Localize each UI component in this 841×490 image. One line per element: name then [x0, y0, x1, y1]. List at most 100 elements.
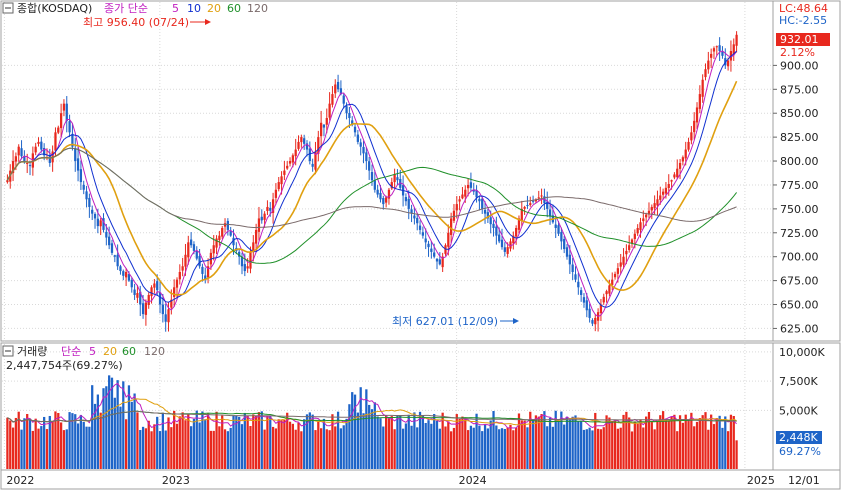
- volume-bar: [195, 410, 198, 469]
- volume-bar: [718, 415, 721, 469]
- candle-body: [76, 158, 80, 171]
- candle-body: [645, 214, 648, 218]
- volume-bar: [613, 420, 617, 469]
- volume-bar: [303, 419, 306, 469]
- candle-body: [698, 94, 701, 109]
- volume-bar: [271, 426, 275, 469]
- volume-bar: [359, 387, 362, 469]
- candle-body: [424, 238, 427, 243]
- volume-bar: [667, 421, 670, 469]
- candle-body: [331, 94, 334, 105]
- candle-body: [144, 302, 148, 315]
- volume-bar: [45, 429, 49, 469]
- candle-body: [122, 271, 125, 276]
- price-tick-label: 725.00: [780, 227, 819, 240]
- volume-bar: [687, 420, 690, 469]
- volume-bar: [113, 397, 116, 469]
- volume-bar: [181, 412, 184, 469]
- volume-tick-label: 5,000K: [779, 404, 818, 417]
- current-volume: 2,448K: [779, 431, 818, 444]
- volume-bar: [489, 420, 492, 469]
- candle-body: [661, 191, 665, 195]
- volume-bar: [198, 422, 201, 469]
- volume-bar: [127, 385, 131, 469]
- volume-bar: [650, 421, 653, 469]
- candle-body: [71, 133, 74, 147]
- price-tick-label: 775.00: [780, 179, 819, 192]
- volume-bar: [14, 417, 18, 469]
- volume-bar: [498, 429, 501, 469]
- candle-body: [105, 231, 108, 238]
- candle-body: [23, 155, 26, 162]
- candle-body: [404, 197, 408, 202]
- candle-body: [469, 182, 473, 188]
- volume-bar: [325, 429, 328, 469]
- volume-tick-labels: 10,000K 7,500K 5,000K: [779, 346, 825, 418]
- candle-body: [167, 309, 170, 323]
- candle-body: [512, 235, 515, 244]
- candle-body: [647, 210, 651, 215]
- candle-body: [503, 247, 506, 252]
- ma-5-label: 5: [172, 2, 179, 15]
- volume-bar: [726, 431, 730, 469]
- volume-current-text: 2,447,754주(69.27%): [6, 359, 123, 372]
- candle-body: [625, 250, 628, 255]
- price-tick-label: 750.00: [780, 203, 819, 216]
- volume-bar: [34, 418, 37, 469]
- candle-body: [283, 170, 286, 175]
- candle-body: [608, 285, 611, 294]
- ma-20-label: 20: [207, 2, 221, 15]
- candle-body: [591, 320, 594, 324]
- volume-bar: [548, 417, 552, 469]
- candle-body: [334, 84, 337, 94]
- candle-body: [492, 223, 495, 228]
- candle-body: [300, 137, 303, 143]
- candle-body: [695, 107, 699, 123]
- candle-body: [68, 121, 71, 133]
- volume-bar: [639, 419, 642, 469]
- candle-body: [48, 155, 51, 163]
- candle-body: [215, 238, 218, 248]
- candle-body: [156, 281, 159, 291]
- volume-bar: [314, 430, 317, 469]
- price-panel-title: 종합(KOSDAQ): [17, 2, 92, 15]
- volume-bar: [266, 415, 269, 469]
- candle-body: [396, 177, 399, 181]
- candle-body: [577, 281, 580, 288]
- candle-body: [481, 198, 484, 209]
- candle-body: [136, 293, 139, 298]
- volume-bar: [450, 431, 453, 469]
- volume-bar: [51, 421, 54, 469]
- volume-bar: [486, 428, 490, 469]
- volume-bar: [356, 412, 359, 469]
- volume-bar: [628, 417, 631, 469]
- candle-body: [548, 209, 552, 217]
- candle-body: [673, 174, 676, 178]
- volume-bar: [661, 411, 665, 469]
- candle-body: [639, 222, 642, 231]
- candle-body: [249, 251, 252, 269]
- volume-bar: [240, 424, 244, 469]
- candle-body: [79, 169, 83, 183]
- candle-body: [59, 113, 63, 129]
- candle-body: [390, 182, 393, 189]
- volume-bar: [246, 415, 249, 469]
- volume-bar: [577, 421, 580, 469]
- volume-bar: [88, 426, 91, 469]
- volume-bar: [707, 429, 710, 469]
- candle-body: [240, 256, 244, 267]
- candle-body: [88, 197, 91, 207]
- candle-body: [659, 195, 662, 200]
- candle-body: [206, 266, 210, 278]
- volume-bar: [447, 421, 450, 469]
- volume-bar: [300, 431, 303, 469]
- volume-bar: [735, 440, 738, 469]
- candle-body: [28, 165, 32, 167]
- volume-bar: [331, 414, 334, 469]
- ma-10-label: 10: [187, 2, 201, 15]
- candle-body: [99, 220, 102, 227]
- candle-body: [181, 266, 184, 271]
- candle-body: [611, 279, 614, 285]
- lc-value: LC:48.64: [779, 2, 828, 15]
